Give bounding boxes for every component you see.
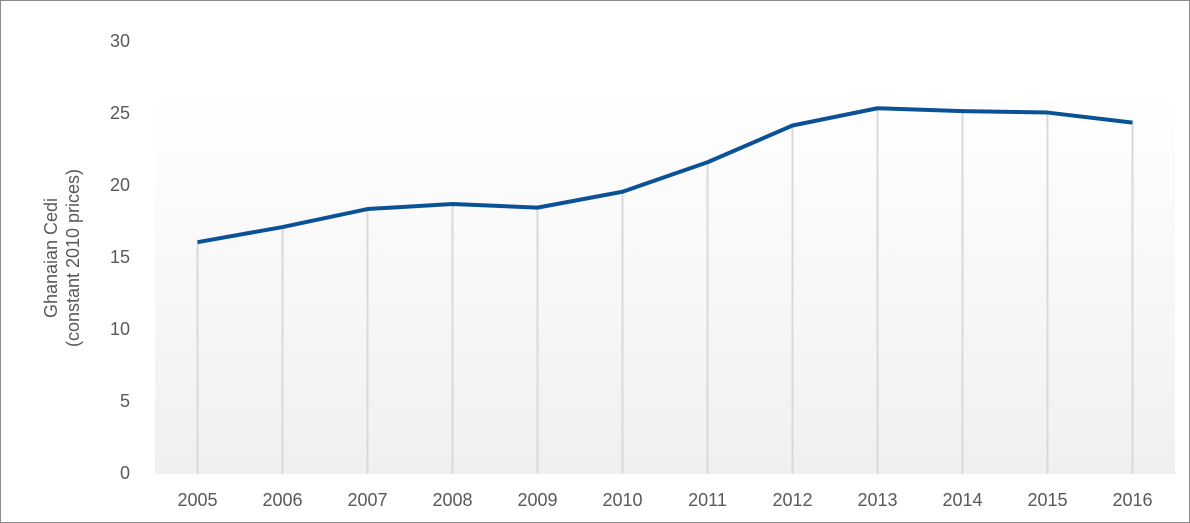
x-tick-label: 2012	[772, 490, 812, 510]
x-tick-label: 2016	[1112, 490, 1152, 510]
y-tick-label: 0	[120, 463, 130, 483]
x-tick-label: 2005	[177, 490, 217, 510]
y-tick-label: 25	[110, 103, 130, 123]
y-tick-label: 15	[110, 247, 130, 267]
y-tick-label: 30	[110, 31, 130, 51]
x-tick-label: 2014	[942, 490, 982, 510]
x-tick-label: 2015	[1027, 490, 1067, 510]
y-tick-label: 20	[110, 175, 130, 195]
x-tick-label: 2011	[688, 490, 727, 510]
x-tick-label: 2013	[857, 490, 897, 510]
y-tick-label: 5	[120, 391, 130, 411]
x-tick-label: 2010	[602, 490, 642, 510]
y-tick-label: 10	[110, 319, 130, 339]
x-tick-label: 2007	[347, 490, 387, 510]
y-axis-title: Ghanaian Cedi	[41, 198, 61, 318]
plot-area	[155, 90, 1175, 474]
x-tick-label: 2009	[517, 490, 557, 510]
x-tick-label: 2008	[432, 490, 472, 510]
x-tick-label: 2006	[262, 490, 302, 510]
y-axis-title: (constant 2010 prices)	[63, 169, 83, 347]
data-line	[197, 106, 1133, 245]
